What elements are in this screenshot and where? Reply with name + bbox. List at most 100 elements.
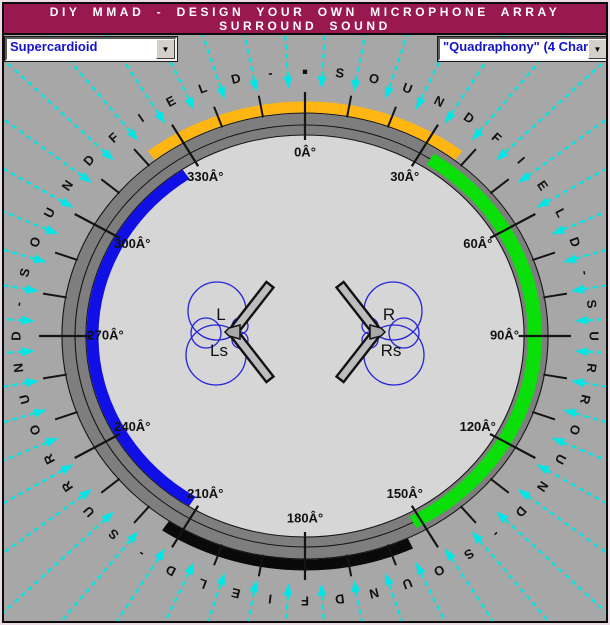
- soundfield-arrow: [243, 35, 259, 93]
- soundfield-arrow: [4, 488, 93, 554]
- polar-pattern-select[interactable]: Supercardioid ▼: [5, 37, 177, 61]
- ring-text-char: S: [461, 546, 477, 563]
- ring-text-char: N: [432, 92, 447, 110]
- minor-tick: [386, 106, 397, 128]
- ring-text-char: O: [431, 562, 447, 580]
- dial-area: 0Â° 30Â° 60Â° 90Â° 120Â° 150Â° 180Â° 210Â° 240Â°…: [4, 35, 606, 621]
- mic-capsule: [223, 324, 241, 340]
- ring-text-char: L: [196, 80, 209, 97]
- ring-text-char: E: [534, 178, 551, 194]
- minor-tick: [532, 251, 556, 262]
- minor-tick: [100, 477, 121, 494]
- ring-text-char: L: [552, 206, 569, 220]
- minor-tick: [54, 251, 78, 262]
- channel-label-L: L: [216, 305, 225, 324]
- ring-text-char: D: [566, 235, 583, 249]
- dropdown-arrow-icon[interactable]: ▼: [588, 39, 606, 59]
- mic-capsule: [369, 324, 387, 340]
- ring-text-char: E: [230, 585, 242, 602]
- ring-text-char: U: [80, 503, 97, 520]
- ring-text-char: O: [26, 423, 44, 438]
- soundfield-arrow: [283, 583, 293, 621]
- major-tick: [410, 505, 439, 548]
- ring-arc-rear-sector: [162, 521, 414, 571]
- soundfield-arrow: [351, 35, 367, 93]
- major-tick: [489, 213, 536, 239]
- ring-text-char: S: [584, 299, 600, 310]
- minor-tick: [213, 544, 224, 566]
- channel-label-Rs: Rs: [381, 341, 402, 360]
- surround-dial: 0Â° 30Â° 60Â° 90Â° 120Â° 150Â° 180Â° 210Â° 240Â°…: [4, 35, 606, 621]
- soundfield-arrow: [4, 118, 93, 184]
- minor-tick: [386, 544, 397, 566]
- soundfield-arrow: [385, 572, 403, 621]
- ring-text-char: N: [534, 478, 552, 494]
- ring-text-char: I: [135, 111, 147, 125]
- polar-lobe: [190, 317, 222, 349]
- ring-text-char: D: [512, 503, 529, 520]
- soundfield-arrow: [4, 511, 114, 614]
- minor-tick: [459, 505, 477, 524]
- ring-text-char: U: [400, 79, 414, 96]
- major-tick: [489, 433, 536, 459]
- channel-label-R: R: [383, 305, 395, 324]
- ring-text-char: D: [163, 562, 178, 580]
- soundfield-arrow: [415, 35, 454, 110]
- ring-text-char: E: [163, 92, 178, 109]
- soundfield-arrow: [563, 409, 606, 424]
- minor-tick: [543, 292, 568, 299]
- soundfield-arrow: [351, 579, 364, 621]
- soundfield-arrow: [163, 562, 195, 621]
- ring-text-char: -: [267, 65, 273, 80]
- soundfield-arrow: [415, 562, 447, 621]
- channel-format-select[interactable]: "Quadraphony" (4 Channels ▼: [438, 37, 606, 61]
- soundfield-arrow: [283, 35, 293, 89]
- ring-text-char: -: [490, 527, 503, 541]
- ring-text-char: R: [40, 451, 58, 467]
- major-tick: [410, 124, 439, 167]
- soundfield-arrow: [4, 210, 59, 235]
- soundfield-arrow: [4, 437, 59, 462]
- ring-text-char: S: [335, 65, 346, 81]
- mic-symbol-right: [334, 280, 425, 386]
- soundfield-arrow: [574, 315, 606, 325]
- soundfield-arrow: [317, 35, 327, 89]
- ring-text-char: O: [566, 423, 584, 438]
- degree-label: 0Â°: [294, 144, 316, 159]
- minor-tick: [42, 292, 67, 299]
- soundfield-arrow: [4, 378, 40, 388]
- soundfield-arrow: [496, 58, 606, 161]
- major-tick: [74, 433, 121, 459]
- degree-label: 240Â°: [114, 419, 150, 434]
- ring-text-char: U: [16, 393, 33, 406]
- minor-tick: [54, 410, 78, 421]
- channel-format-value: "Quadraphony" (4 Channels: [443, 39, 588, 54]
- ring-text-char: N: [58, 177, 76, 193]
- soundfield-arrow: [246, 579, 259, 621]
- soundfield-arrow: [517, 118, 606, 184]
- ring-text-char: D: [230, 70, 243, 87]
- degree-label: 150Â°: [387, 486, 423, 501]
- soundfield-arrow: [444, 548, 495, 621]
- minor-tick: [213, 106, 224, 128]
- soundfield-arrow: [385, 35, 409, 100]
- ring-text-char: D: [461, 109, 477, 127]
- degree-label: 330Â°: [187, 169, 223, 184]
- degree-label: 120Â°: [460, 419, 496, 434]
- ring-text-char: U: [400, 575, 414, 592]
- minor-tick: [346, 95, 353, 118]
- degree-label: 180Â°: [287, 510, 323, 525]
- ring-text-char: N: [10, 362, 26, 373]
- soundfield-arrow: [4, 347, 36, 357]
- ring-text-char: D: [334, 591, 345, 607]
- soundfield-arrow: [444, 35, 505, 124]
- soundfield-arrow: [471, 531, 550, 621]
- degree-label: 60Â°: [463, 236, 492, 251]
- soundfield-ring: [61, 101, 549, 571]
- ring-text-char: I: [267, 591, 272, 606]
- ring-text-char: F: [489, 129, 505, 146]
- minor-tick: [346, 554, 353, 577]
- soundfield-arrow: [60, 531, 139, 621]
- dropdown-arrow-icon[interactable]: ▼: [156, 39, 175, 59]
